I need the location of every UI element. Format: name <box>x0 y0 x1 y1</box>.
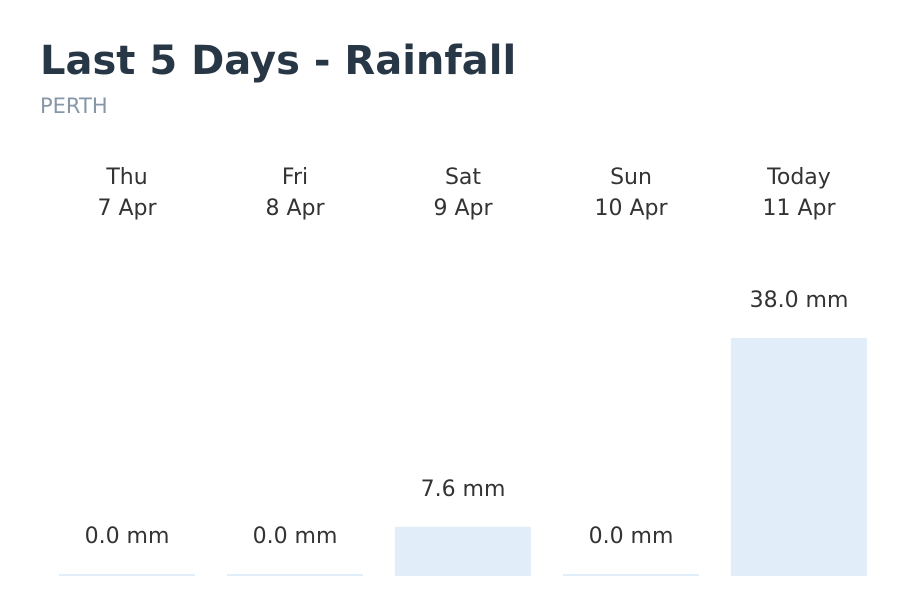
date-label: 7 Apr <box>97 196 157 221</box>
bar <box>731 338 867 576</box>
value-label: 7.6 mm <box>421 477 506 502</box>
bar <box>227 574 363 576</box>
day-label: Thu <box>105 165 147 190</box>
chart-subtitle: PERTH <box>40 94 108 118</box>
day-label: Fri <box>282 165 308 190</box>
day-label: Sun <box>610 165 652 190</box>
value-label: 0.0 mm <box>253 524 338 549</box>
value-label: 38.0 mm <box>750 288 849 313</box>
bar <box>395 526 531 576</box>
date-label: 8 Apr <box>265 196 325 221</box>
date-label: 11 Apr <box>762 196 836 221</box>
day-label: Sat <box>445 165 481 190</box>
date-label: 9 Apr <box>433 196 493 221</box>
date-label: 10 Apr <box>594 196 668 221</box>
value-label: 0.0 mm <box>589 524 674 549</box>
value-label: 0.0 mm <box>85 524 170 549</box>
bar <box>59 574 195 576</box>
chart-title: Last 5 Days - Rainfall <box>40 38 516 84</box>
bar <box>563 574 699 576</box>
day-label: Today <box>766 165 831 190</box>
